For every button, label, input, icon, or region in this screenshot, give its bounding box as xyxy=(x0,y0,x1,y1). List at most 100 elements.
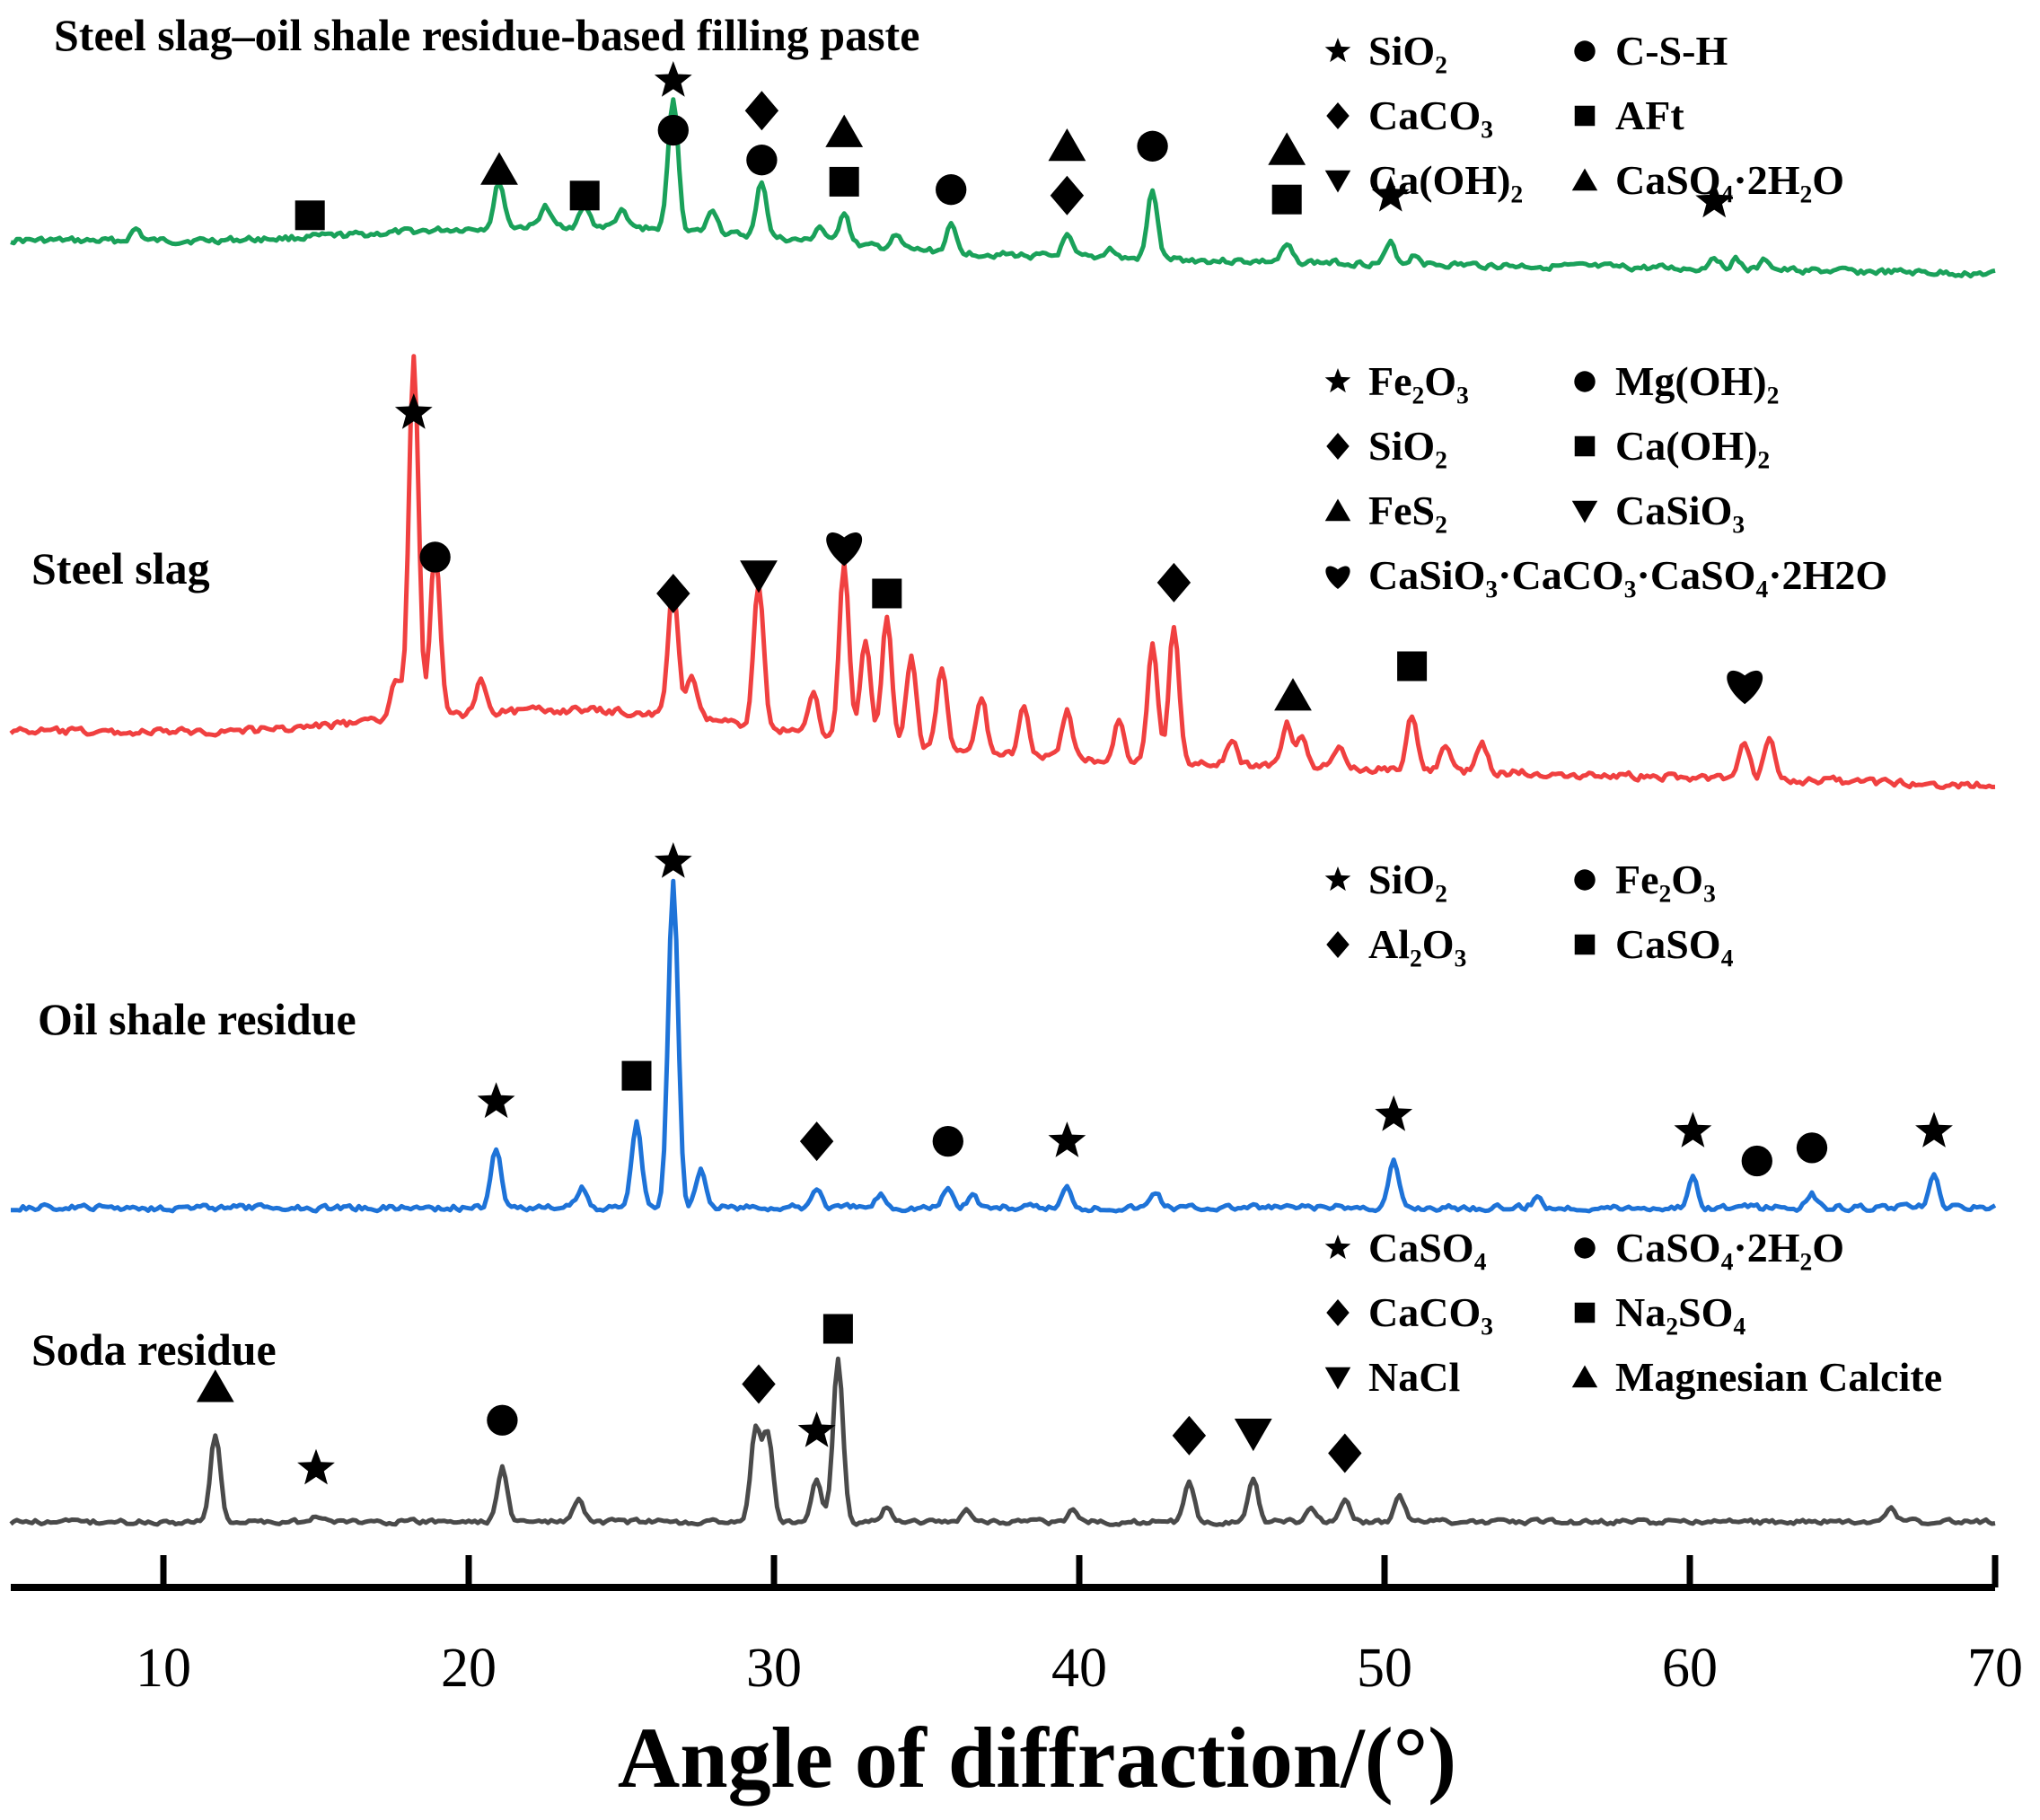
x-tick-label: 20 xyxy=(441,1638,497,1699)
peak-marker-circle xyxy=(932,1125,963,1157)
legend-symbol-star xyxy=(1324,38,1351,63)
peak-marker-star xyxy=(477,1082,515,1119)
peak-marker-square xyxy=(621,1060,652,1091)
peak-marker-square xyxy=(872,578,902,609)
peak-marker-diamond xyxy=(799,1121,834,1162)
series-curve-3 xyxy=(9,1356,1996,1527)
legend-symbol-square xyxy=(1574,934,1596,955)
series-title-0: Steel slag–oil shale residue-based filli… xyxy=(54,10,919,60)
legend-label: Al₂O₃ xyxy=(1368,921,1466,967)
peak-marker-triangle-down xyxy=(1234,1418,1272,1452)
peak-marker-circle xyxy=(746,145,778,176)
x-tick-label: 60 xyxy=(1662,1638,1718,1699)
legend-symbol-diamond xyxy=(1326,433,1350,460)
peak-marker-square xyxy=(822,1314,853,1344)
series-curve-1 xyxy=(9,354,1996,790)
legend-label: SiO₂ xyxy=(1368,423,1447,469)
peak-marker-diamond xyxy=(1156,562,1191,602)
legend-label: CaSO₄·2H₂O xyxy=(1615,1225,1844,1270)
peak-marker-heart xyxy=(1727,670,1763,705)
peak-marker-circle xyxy=(657,114,689,146)
series-title-3: Soda residue xyxy=(31,1324,277,1375)
peak-marker-star xyxy=(1915,1112,1953,1147)
legend-label: CaSO₄ xyxy=(1615,921,1734,967)
legend-label: Fe₂O₃ xyxy=(1368,358,1469,404)
peak-marker-triangle-up xyxy=(1274,678,1312,711)
peak-marker-square xyxy=(829,166,859,197)
legend-label: CaSiO₃ xyxy=(1615,488,1745,533)
legend-label: C-S-H xyxy=(1615,28,1728,74)
legend-symbol-diamond xyxy=(1326,931,1350,958)
series-curve-0 xyxy=(10,97,1996,279)
x-axis-ticks: 10 20 30 40 50 60 70 xyxy=(136,1555,2023,1699)
peak-marker-circle xyxy=(936,174,967,206)
legend-symbol-square xyxy=(1574,435,1596,457)
legend-symbol-triangle-down xyxy=(1324,170,1351,193)
peak-marker-star xyxy=(297,1448,335,1485)
legend-symbol-square xyxy=(1574,1302,1596,1323)
legend-label: CaSO₄ xyxy=(1368,1225,1487,1270)
peak-marker-star xyxy=(797,1411,836,1447)
series-title-1: Steel slag xyxy=(31,543,210,593)
peak-marker-square xyxy=(1271,184,1302,215)
legend-label: AFt xyxy=(1615,92,1684,138)
legend-label: Mg(OH)₂ xyxy=(1615,358,1779,404)
series-curve-2 xyxy=(11,878,1997,1214)
legend-label: FeS₂ xyxy=(1368,488,1447,533)
peak-marker-circle xyxy=(1796,1132,1828,1164)
legend-symbol-triangle-up xyxy=(1571,1365,1598,1388)
legend-symbol-star xyxy=(1324,368,1351,393)
peak-marker-star xyxy=(1371,175,1410,212)
peak-marker-star xyxy=(1674,1112,1712,1147)
peak-marker-heart xyxy=(826,532,863,567)
peak-marker-triangle-up xyxy=(1048,128,1086,162)
legend-symbol-circle xyxy=(1574,371,1596,392)
peak-marker-star xyxy=(1375,1095,1413,1131)
legend-symbol-triangle-up xyxy=(1571,168,1598,191)
peak-markers xyxy=(196,61,1953,1485)
legend-label: Na₂SO₄ xyxy=(1615,1289,1745,1335)
legend-symbol-diamond xyxy=(1326,1299,1350,1326)
legend-label: CaSO₄·2H₂O xyxy=(1615,157,1844,203)
legends: SiO₂ C-S-H CaCO₃ AFt Ca(OH)₂ CaSO₄·2H₂O Fe₂O₃ M… xyxy=(1324,28,1942,1400)
legend-symbol-diamond xyxy=(1326,102,1350,129)
peak-marker-star xyxy=(654,61,692,97)
peak-marker-circle xyxy=(1741,1145,1772,1177)
peak-marker-triangle-down xyxy=(740,560,778,593)
peak-marker-star xyxy=(1048,1121,1086,1157)
legend-label: Magnesian Calcite xyxy=(1615,1354,1942,1400)
peak-marker-star xyxy=(394,393,433,429)
x-tick-label: 40 xyxy=(1051,1638,1107,1699)
peak-marker-triangle-up xyxy=(825,114,864,147)
legend-label: SiO₂ xyxy=(1368,28,1447,74)
legend-symbol-square xyxy=(1574,105,1596,127)
peak-marker-circle xyxy=(487,1404,518,1436)
x-tick-label: 70 xyxy=(1967,1638,2023,1699)
peak-marker-diamond xyxy=(744,91,779,131)
legend-label: CaCO₃ xyxy=(1368,92,1493,138)
peak-marker-circle xyxy=(419,541,451,573)
x-tick-label: 10 xyxy=(136,1638,191,1699)
peak-marker-diamond xyxy=(742,1364,776,1404)
legend-label: Fe₂O₃ xyxy=(1615,857,1716,902)
peak-marker-triangle-up xyxy=(480,152,518,185)
peak-marker-diamond xyxy=(1328,1433,1362,1473)
peak-marker-square xyxy=(1397,651,1428,681)
x-axis-title: Angle of diffraction/(°) xyxy=(618,1710,1456,1806)
x-tick-label: 30 xyxy=(746,1638,802,1699)
legend-label: Ca(OH)₂ xyxy=(1615,423,1770,469)
legend-label: NaCl xyxy=(1368,1354,1460,1400)
peak-marker-star xyxy=(654,842,692,878)
legend-symbol-star xyxy=(1324,1235,1351,1260)
x-tick-label: 50 xyxy=(1357,1638,1412,1699)
peak-marker-diamond xyxy=(1172,1415,1207,1455)
legend-symbol-circle xyxy=(1574,1237,1596,1259)
legend-symbol-circle xyxy=(1574,40,1596,62)
legend-label: SiO₂ xyxy=(1368,857,1447,902)
legend-label: CaCO₃ xyxy=(1368,1289,1493,1335)
peak-marker-diamond xyxy=(656,573,690,613)
peak-marker-triangle-up xyxy=(1268,132,1306,165)
legend-symbol-triangle-up xyxy=(1324,498,1351,522)
peak-marker-square xyxy=(569,180,600,211)
